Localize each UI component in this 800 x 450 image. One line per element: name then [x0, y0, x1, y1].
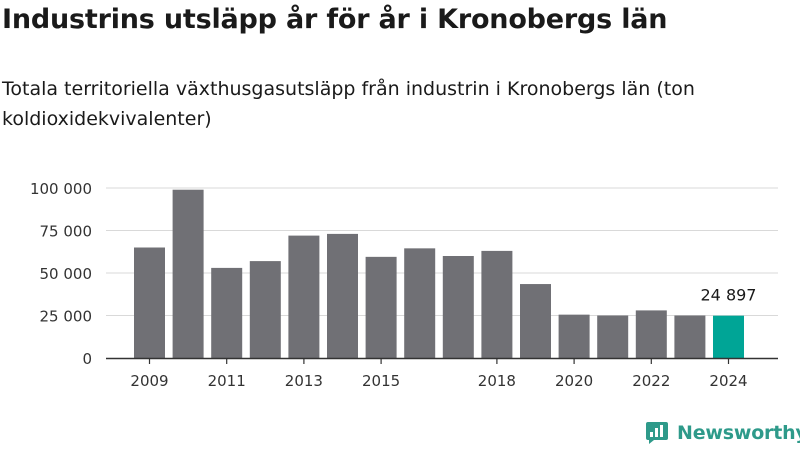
- bar-2023: [674, 315, 706, 358]
- x-tick-label: 2020: [555, 372, 593, 390]
- bar-2022: [635, 310, 667, 358]
- x-tick-label: 2015: [362, 372, 400, 390]
- chart-title: Industrins utsläpp år för år i Kronoberg…: [2, 4, 668, 35]
- bar-2020: [558, 314, 590, 358]
- x-tick-label: 2018: [478, 372, 516, 390]
- y-tick-label: 100 000: [30, 180, 92, 198]
- bar-2017: [442, 256, 474, 358]
- x-tick-label: 2013: [285, 372, 323, 390]
- x-tick-label: 2024: [709, 372, 747, 390]
- x-tick-label: 2009: [130, 372, 168, 390]
- x-tick-label: 2011: [208, 372, 246, 390]
- y-tick-label: 25 000: [40, 308, 93, 326]
- bar-2013: [288, 235, 320, 358]
- bar-2021: [597, 315, 629, 358]
- bar-2010: [172, 189, 204, 358]
- bar-2012: [249, 261, 281, 358]
- brand: Newsworthy: [645, 421, 800, 445]
- highlight-data-label: 24 897: [701, 286, 757, 305]
- chart-subtitle: Totala territoriella växthusgasutsläpp f…: [2, 78, 695, 130]
- brand-name: Newsworthy: [677, 422, 800, 444]
- y-tick-label: 0: [82, 350, 92, 368]
- bar-2016: [404, 248, 436, 358]
- x-tick-label: 2022: [632, 372, 670, 390]
- bar-2009: [134, 247, 165, 358]
- newsworthy-logo-icon: [646, 422, 668, 444]
- bar-2011: [211, 267, 243, 358]
- y-tick-label: 50 000: [40, 265, 93, 283]
- bar-2024: [713, 315, 744, 358]
- bar-2015: [365, 256, 397, 358]
- bar-2019: [520, 284, 551, 358]
- bar-2018: [481, 250, 513, 358]
- bar-2014: [327, 233, 358, 358]
- y-tick-label: 75 000: [40, 223, 93, 241]
